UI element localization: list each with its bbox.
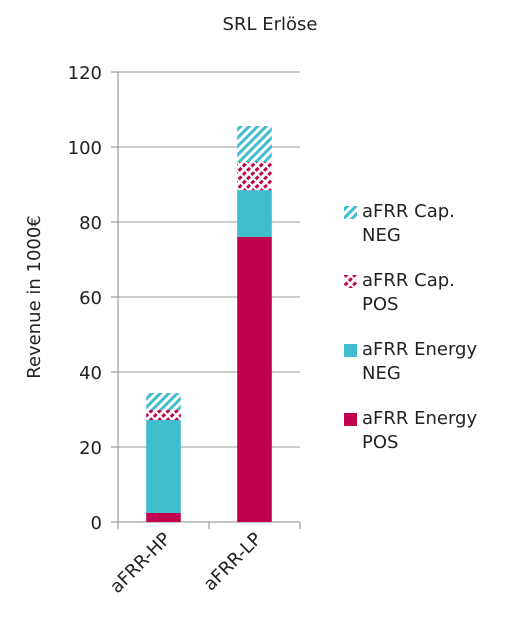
- legend-swatch: [344, 344, 357, 357]
- y-axis-label: Revenue in 1000€: [24, 215, 45, 379]
- chart-title: SRL Erlöse: [223, 14, 318, 35]
- legend-label: aFRR Cap. POS: [362, 270, 455, 315]
- y-tick-label: 20: [79, 438, 102, 459]
- bar-segment: [146, 393, 181, 410]
- bar-segment: [237, 237, 272, 522]
- x-tick-label: aFRR-LP: [200, 529, 267, 596]
- bar-segment: [237, 126, 272, 162]
- legend-swatch: [344, 206, 357, 219]
- y-tick-label: 100: [68, 138, 102, 159]
- bar-segment: [237, 190, 272, 237]
- bar-segment: [237, 162, 272, 191]
- y-tick-label: 80: [79, 213, 102, 234]
- legend-label: aFRR Cap. NEG: [362, 201, 455, 246]
- bar-segment: [146, 513, 181, 522]
- y-tick-label: 0: [91, 513, 102, 534]
- legend-label: aFRR Energy NEG: [362, 339, 478, 384]
- y-tick-label: 40: [79, 363, 102, 384]
- x-tick-label: aFRR-HP: [106, 529, 175, 598]
- bar-segment: [146, 420, 181, 513]
- legend-label: aFRR Energy POS: [362, 408, 478, 453]
- bar-segment: [146, 409, 181, 420]
- legend-swatch: [344, 275, 357, 288]
- y-tick-label: 60: [79, 288, 102, 309]
- legend-swatch: [344, 413, 357, 426]
- y-tick-label: 120: [68, 63, 102, 84]
